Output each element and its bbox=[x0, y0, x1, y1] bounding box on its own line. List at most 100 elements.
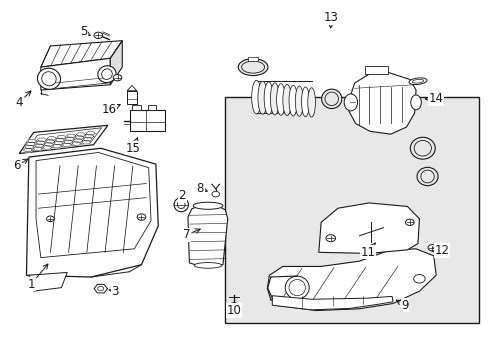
Polygon shape bbox=[318, 203, 419, 253]
Polygon shape bbox=[86, 131, 95, 135]
Polygon shape bbox=[27, 139, 37, 143]
Ellipse shape bbox=[413, 140, 430, 156]
Polygon shape bbox=[267, 249, 435, 311]
Polygon shape bbox=[94, 284, 107, 293]
Bar bbox=[130, 110, 164, 131]
Polygon shape bbox=[26, 142, 35, 146]
Text: 8: 8 bbox=[196, 182, 207, 195]
Polygon shape bbox=[54, 141, 63, 145]
Polygon shape bbox=[57, 135, 66, 139]
Bar bbox=[248, 57, 257, 61]
Ellipse shape bbox=[295, 86, 303, 116]
Polygon shape bbox=[47, 137, 56, 140]
Polygon shape bbox=[33, 147, 42, 150]
Polygon shape bbox=[55, 139, 64, 142]
Ellipse shape bbox=[416, 167, 437, 186]
Text: 14: 14 bbox=[425, 93, 443, 105]
Text: 5: 5 bbox=[80, 25, 90, 38]
Ellipse shape bbox=[325, 92, 338, 105]
Polygon shape bbox=[41, 58, 110, 90]
Circle shape bbox=[137, 214, 145, 220]
Polygon shape bbox=[348, 72, 415, 134]
Polygon shape bbox=[45, 140, 55, 143]
Circle shape bbox=[113, 75, 122, 81]
Ellipse shape bbox=[41, 72, 56, 86]
Text: 3: 3 bbox=[109, 285, 119, 298]
Ellipse shape bbox=[411, 79, 423, 83]
Circle shape bbox=[427, 244, 436, 251]
Polygon shape bbox=[41, 41, 122, 67]
Polygon shape bbox=[42, 146, 52, 149]
Ellipse shape bbox=[98, 66, 116, 82]
Ellipse shape bbox=[285, 276, 308, 299]
Polygon shape bbox=[81, 140, 91, 144]
Polygon shape bbox=[52, 144, 61, 148]
Polygon shape bbox=[73, 139, 82, 142]
Text: 16: 16 bbox=[102, 103, 120, 116]
Circle shape bbox=[211, 191, 219, 197]
Bar bbox=[127, 91, 137, 104]
Polygon shape bbox=[23, 148, 32, 152]
Polygon shape bbox=[36, 153, 151, 258]
Polygon shape bbox=[272, 296, 392, 310]
Text: 4: 4 bbox=[16, 91, 31, 109]
Circle shape bbox=[325, 235, 335, 242]
Ellipse shape bbox=[301, 87, 309, 117]
Text: 9: 9 bbox=[396, 299, 408, 312]
Text: 11: 11 bbox=[360, 243, 375, 259]
Ellipse shape bbox=[420, 170, 433, 183]
Polygon shape bbox=[83, 138, 92, 141]
Polygon shape bbox=[26, 128, 102, 151]
Polygon shape bbox=[63, 140, 73, 144]
Polygon shape bbox=[37, 138, 46, 141]
Bar bbox=[365, 66, 387, 74]
Text: 15: 15 bbox=[125, 138, 141, 155]
Text: 10: 10 bbox=[226, 304, 241, 317]
Ellipse shape bbox=[408, 78, 426, 85]
Polygon shape bbox=[66, 134, 76, 138]
Ellipse shape bbox=[102, 69, 112, 80]
Polygon shape bbox=[34, 144, 43, 148]
Circle shape bbox=[405, 219, 413, 225]
Text: 6: 6 bbox=[13, 159, 28, 172]
Bar bbox=[132, 105, 140, 110]
Text: 2: 2 bbox=[178, 189, 185, 202]
Ellipse shape bbox=[177, 201, 184, 208]
Text: 7: 7 bbox=[183, 228, 200, 241]
Polygon shape bbox=[84, 135, 94, 138]
Polygon shape bbox=[62, 143, 71, 147]
Ellipse shape bbox=[276, 84, 285, 115]
Bar bbox=[225, 97, 478, 323]
Polygon shape bbox=[110, 41, 122, 85]
Text: 12: 12 bbox=[431, 244, 448, 257]
Polygon shape bbox=[36, 141, 45, 144]
Polygon shape bbox=[187, 205, 227, 266]
Ellipse shape bbox=[174, 198, 188, 212]
Ellipse shape bbox=[38, 68, 61, 89]
Circle shape bbox=[231, 303, 236, 307]
Ellipse shape bbox=[288, 279, 305, 296]
Circle shape bbox=[94, 32, 102, 39]
Polygon shape bbox=[127, 85, 137, 91]
Polygon shape bbox=[72, 142, 81, 145]
Polygon shape bbox=[19, 125, 108, 154]
Text: 1: 1 bbox=[27, 264, 48, 291]
Circle shape bbox=[98, 287, 103, 291]
Circle shape bbox=[46, 216, 54, 222]
Text: 13: 13 bbox=[323, 11, 338, 28]
Polygon shape bbox=[44, 143, 53, 146]
Polygon shape bbox=[76, 133, 85, 136]
Ellipse shape bbox=[282, 85, 291, 116]
Ellipse shape bbox=[264, 82, 273, 114]
Ellipse shape bbox=[288, 85, 297, 116]
Ellipse shape bbox=[409, 137, 434, 159]
Polygon shape bbox=[26, 148, 158, 277]
Ellipse shape bbox=[241, 61, 264, 73]
Ellipse shape bbox=[193, 202, 223, 209]
Ellipse shape bbox=[238, 59, 267, 76]
Ellipse shape bbox=[251, 80, 261, 114]
Polygon shape bbox=[65, 137, 74, 140]
Ellipse shape bbox=[194, 262, 222, 268]
Ellipse shape bbox=[410, 95, 421, 110]
Ellipse shape bbox=[229, 303, 238, 308]
